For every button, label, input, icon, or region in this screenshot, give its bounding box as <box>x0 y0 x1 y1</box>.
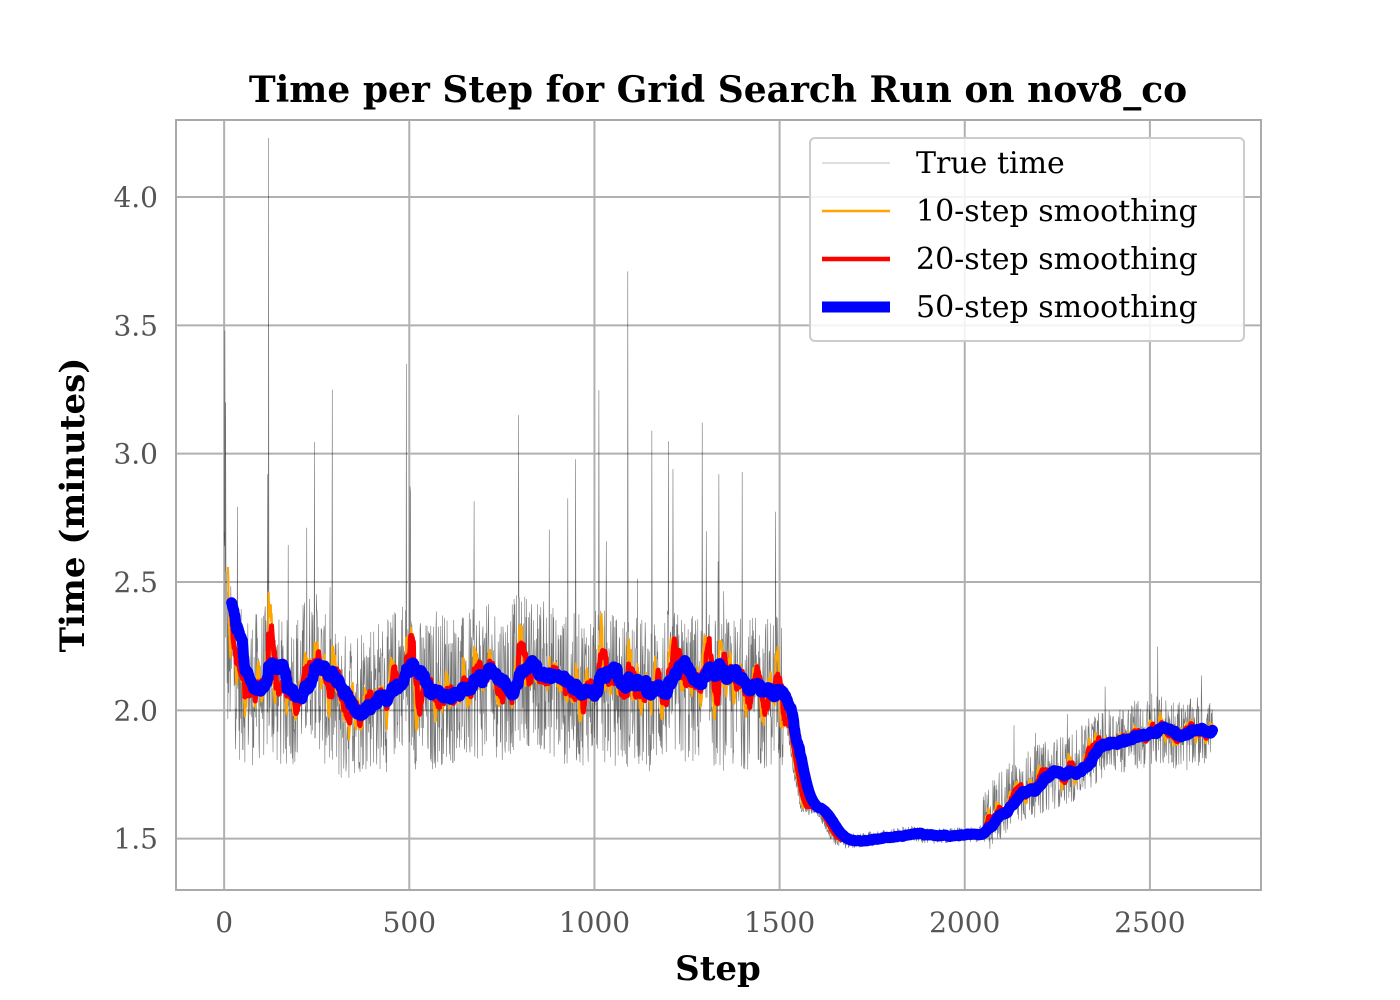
series-true-time <box>223 137 1213 849</box>
x-tick-label: 1000 <box>559 906 630 939</box>
y-tick-label: 2.5 <box>113 566 158 599</box>
legend-label: 10-step smoothing <box>916 194 1198 229</box>
y-tick-label: 2.0 <box>113 694 158 727</box>
x-tick-label: 2000 <box>929 906 1000 939</box>
chart-title: Time per Step for Grid Search Run on nov… <box>249 69 1187 111</box>
x-axis-label: Step <box>675 949 761 989</box>
y-tick-label: 3.0 <box>113 438 158 471</box>
x-ticks: 0 500 1000 1500 2000 2500 <box>215 906 1185 939</box>
legend-label: True time <box>916 146 1065 181</box>
x-tick-label: 0 <box>215 906 233 939</box>
legend-box <box>809 137 1245 342</box>
y-tick-label: 3.5 <box>113 309 158 342</box>
plot-area <box>223 137 1218 849</box>
y-tick-label: 1.5 <box>113 823 158 856</box>
x-tick-label: 2500 <box>1114 906 1185 939</box>
x-tick-label: 500 <box>383 906 436 939</box>
series-50-step-smoothing <box>226 597 1218 847</box>
y-tick-label: 4.0 <box>113 181 158 214</box>
y-axis-label: Time (minutes) <box>53 358 93 653</box>
legend: True time 10-step smoothing 20-step smooth… <box>809 137 1245 342</box>
legend-label: 50-step smoothing <box>916 290 1198 325</box>
axes-frame <box>175 119 1262 891</box>
y-ticks: 1.5 2.0 2.5 3.0 3.5 4.0 <box>113 181 158 856</box>
legend-label: 20-step smoothing <box>916 242 1198 277</box>
x-tick-label: 1500 <box>744 906 815 939</box>
